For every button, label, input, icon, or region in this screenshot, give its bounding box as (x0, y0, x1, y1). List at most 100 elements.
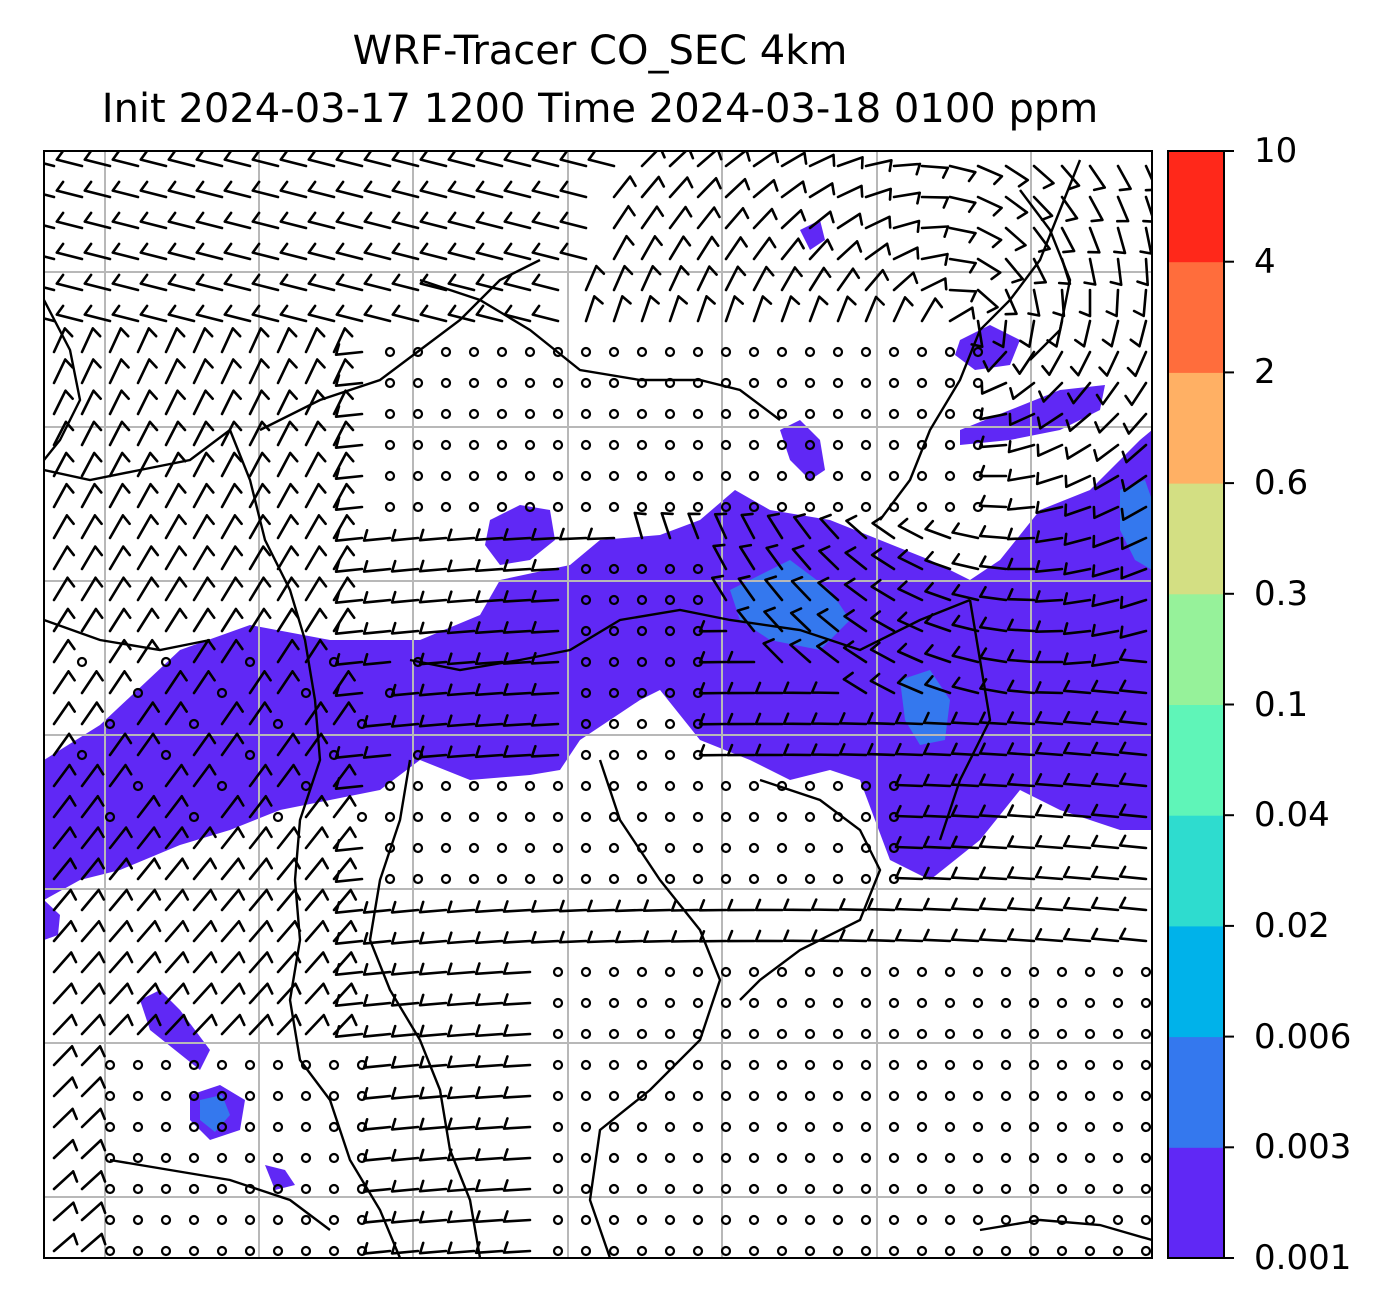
wind-barb (920, 277, 948, 292)
wind-barb (192, 451, 215, 478)
calm-wind-circle (748, 966, 760, 978)
calm-wind-circle (524, 470, 536, 482)
wind-barb (845, 514, 868, 540)
wind-barb (474, 745, 504, 759)
calm-wind-circle (832, 997, 844, 1009)
wind-barb (1036, 412, 1064, 430)
calm-wind-circle (244, 1214, 256, 1226)
wind-barb (418, 1210, 448, 1224)
wind-barb (950, 835, 980, 850)
wind-barb (419, 273, 448, 292)
wind-barb (363, 304, 392, 323)
wind-barb (1136, 257, 1149, 287)
wind-barb (726, 681, 756, 695)
wind-barb (44, 224, 56, 230)
calm-wind-circle (552, 501, 564, 513)
calm-wind-circle (748, 997, 760, 1009)
calm-wind-circle (608, 1245, 620, 1257)
wind-barb (334, 932, 364, 945)
wind-barb (992, 319, 1008, 349)
wind-barb (752, 207, 778, 230)
wind-barb (391, 242, 420, 261)
wind-barb (948, 226, 977, 244)
calm-wind-circle (664, 501, 676, 513)
wind-barb (52, 670, 76, 695)
wind-barb (1062, 710, 1092, 726)
wind-barb (52, 888, 78, 912)
calm-wind-circle (720, 780, 732, 792)
calm-wind-circle (1112, 997, 1124, 1009)
wind-barb (764, 575, 784, 602)
wind-barb (1109, 257, 1123, 287)
wind-barb (248, 920, 274, 943)
wind-barb (810, 743, 840, 757)
wind-barb (390, 900, 420, 914)
wind-barb (892, 271, 919, 292)
colorbar-bin (1168, 1036, 1224, 1148)
wind-barb (475, 151, 504, 168)
calm-wind-circle (776, 1121, 788, 1133)
wind-barb (920, 195, 950, 209)
calm-wind-circle (748, 1214, 760, 1226)
wind-barb (418, 1179, 448, 1193)
wind-barb (220, 576, 244, 602)
wind-barb (531, 180, 560, 199)
wind-barb (951, 676, 980, 695)
wind-barb (531, 151, 560, 168)
wind-barb (334, 560, 364, 573)
calm-wind-circle (916, 377, 928, 389)
wind-barb (754, 743, 784, 757)
wind-barb (696, 265, 718, 292)
calm-wind-circle (776, 1152, 788, 1164)
wind-barb (446, 683, 476, 697)
wind-barb (334, 1025, 364, 1038)
wind-barb (276, 420, 299, 447)
wind-barb (1118, 834, 1148, 850)
wind-barb (80, 327, 102, 354)
calm-wind-circle (664, 594, 676, 606)
calm-wind-circle (720, 408, 732, 420)
wind-barb (418, 1241, 448, 1255)
wind-barb (248, 420, 271, 447)
wind-barb (195, 242, 224, 261)
calm-wind-circle (1000, 997, 1012, 1009)
wind-barb (164, 951, 190, 974)
wind-barb (80, 1232, 107, 1253)
calm-wind-circle (608, 1090, 620, 1102)
wind-barb (276, 607, 300, 633)
wind-barb (446, 993, 476, 1007)
wind-barb (83, 304, 112, 323)
colorbar-tick-label: 0.6 (1254, 463, 1309, 504)
wind-barb (136, 451, 159, 478)
wind-barb (1078, 288, 1092, 318)
calm-wind-circle (496, 346, 508, 358)
wind-barb (1034, 681, 1064, 695)
calm-wind-circle (804, 1214, 816, 1226)
calm-wind-circle (776, 470, 788, 482)
wind-barb (737, 575, 756, 602)
wind-barb (978, 866, 1008, 881)
wind-barb (276, 982, 302, 1005)
wind-barb (304, 1013, 330, 1036)
calm-wind-circle (132, 780, 144, 792)
wind-barb (192, 389, 214, 416)
wind-barb (897, 517, 924, 540)
wind-barb (80, 607, 104, 633)
wind-barb (164, 607, 188, 633)
wind-barb (1062, 772, 1092, 788)
wind-barb (446, 1024, 476, 1038)
wind-barb (696, 295, 716, 323)
wind-barb (304, 420, 327, 447)
calm-wind-circle (860, 780, 872, 792)
calm-wind-circle (804, 1121, 816, 1133)
colorbar-tick-label: 0.02 (1254, 905, 1330, 946)
wind-barb (1062, 865, 1092, 881)
wind-barb (668, 295, 688, 323)
calm-wind-circle (552, 1059, 564, 1071)
calm-wind-circle (300, 1059, 312, 1071)
wind-barb (335, 304, 364, 323)
wind-barb (80, 670, 104, 695)
wind-barb (390, 1210, 420, 1224)
calm-wind-circle (664, 625, 676, 637)
calm-wind-circle (916, 1059, 928, 1071)
